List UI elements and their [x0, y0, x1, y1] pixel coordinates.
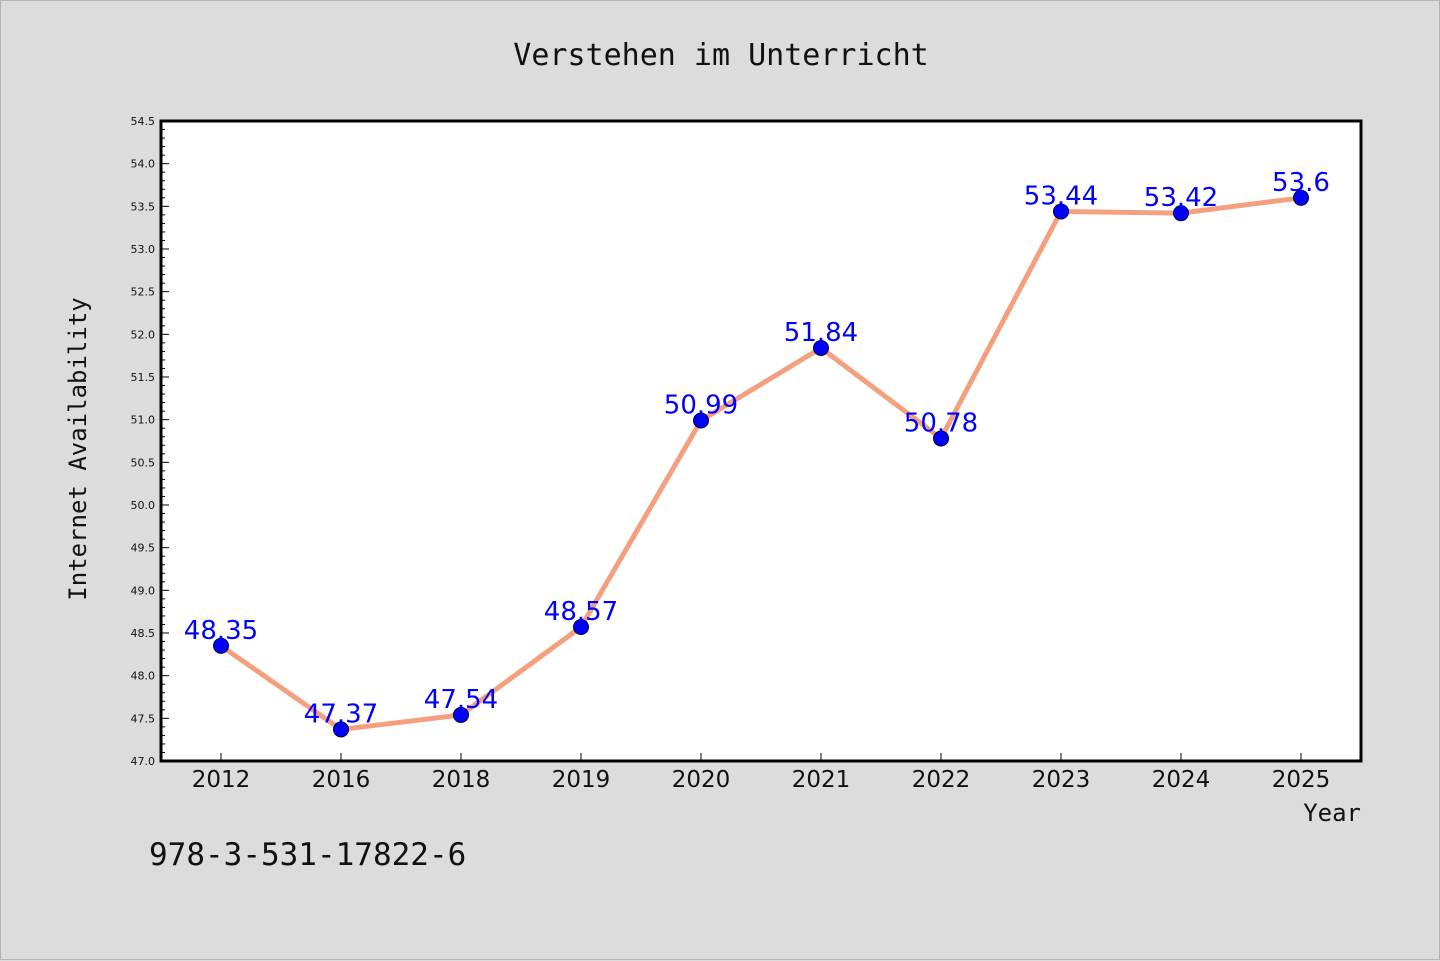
data-label: 48.57: [544, 597, 618, 627]
x-tick-label: 2021: [792, 767, 851, 793]
chart-title: Verstehen im Unterricht: [513, 38, 928, 73]
x-axis-label: Year: [1303, 799, 1361, 827]
y-tick-label: 53.5: [131, 200, 156, 213]
x-tick-label: 2016: [312, 767, 371, 793]
data-label: 51.84: [784, 318, 858, 348]
x-axis: 2012 2016 2018 2019 2020 2021 2022 2023 2024 2025: [192, 753, 1331, 793]
series-line-group: [218, 195, 1304, 732]
y-tick-label: 53.0: [131, 243, 156, 256]
data-point: [573, 619, 589, 636]
data-points: [213, 189, 1309, 738]
data-label: 50.99: [664, 391, 738, 421]
y-tick-label: 48.0: [131, 670, 156, 683]
x-tick-label: 2012: [192, 767, 251, 793]
y-tick-label: 52.5: [131, 286, 156, 299]
data-label: 50.78: [904, 408, 978, 438]
data-point: [453, 706, 469, 723]
x-tick-label: 2018: [432, 767, 491, 793]
isbn-annotation: 978-3-531-17822-6: [149, 837, 466, 873]
data-labels: 48.35 47.37 47.54 48.57 50.99 51.84 50.78 53.44…: [184, 168, 1330, 730]
data-point: [693, 412, 709, 429]
y-tick-label: 50.5: [131, 456, 156, 469]
x-tick-label: 2020: [672, 767, 731, 793]
x-tick-label: 2019: [552, 767, 611, 793]
y-axis-label: Internet Availability: [64, 297, 92, 600]
data-point: [1053, 203, 1069, 220]
data-point: [213, 637, 229, 654]
data-point: [333, 721, 349, 738]
y-tick-label: 50.0: [131, 499, 156, 512]
x-tick-label: 2025: [1272, 767, 1331, 793]
x-tick-label: 2023: [1032, 767, 1091, 793]
x-tick-label: 2022: [912, 767, 971, 793]
x-tick-label: 2024: [1152, 767, 1211, 793]
plot-area: [159, 119, 1363, 763]
data-label: 53.6: [1272, 168, 1330, 198]
y-tick-label: 47.0: [131, 755, 156, 768]
y-tick-label: 54.5: [131, 115, 156, 128]
data-point: [1173, 205, 1189, 222]
data-label: 47.54: [424, 685, 498, 715]
data-point: [813, 339, 829, 356]
y-tick-label: 51.5: [131, 371, 156, 384]
y-tick-label: 49.0: [131, 584, 156, 597]
y-tick-label: 52.0: [131, 328, 156, 341]
data-label: 53.42: [1144, 183, 1218, 213]
y-tick-label: 51.0: [131, 414, 156, 427]
y-tick-label: 49.5: [131, 542, 156, 555]
y-tick-label: 47.5: [131, 712, 156, 725]
series-line: [218, 195, 1304, 732]
data-label: 48.35: [184, 616, 258, 646]
data-point: [1293, 189, 1309, 206]
y-tick-label: 48.5: [131, 627, 156, 640]
y-axis: 47.0 47.5 48.0 48.5 49.0 49.5 50.0 50.5 51.0 51.5…: [131, 115, 169, 768]
data-label: 47.37: [304, 699, 378, 729]
data-label: 53.44: [1024, 181, 1098, 211]
data-point: [933, 430, 949, 447]
y-tick-label: 54.0: [131, 158, 156, 171]
